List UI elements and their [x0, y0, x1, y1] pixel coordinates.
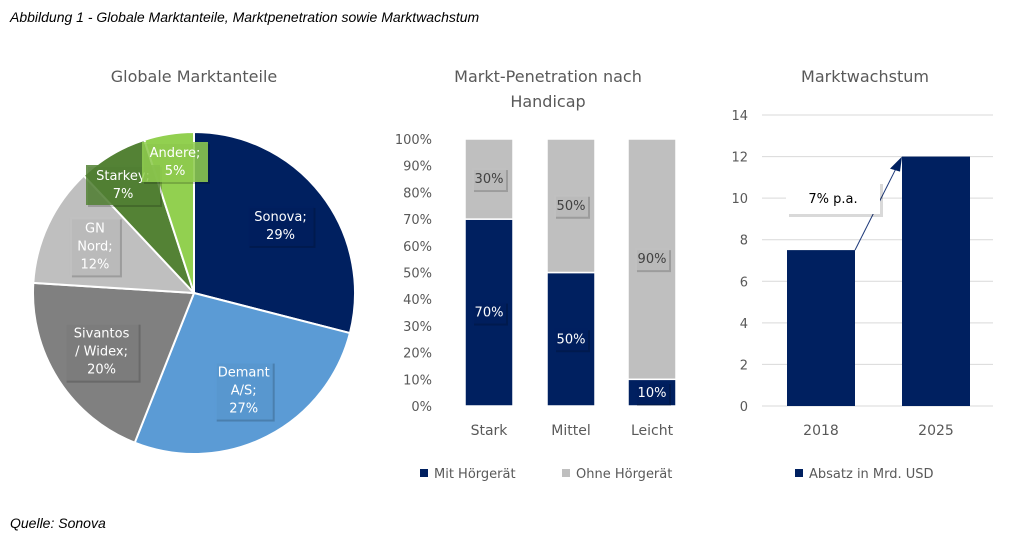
y-tick-label: 40% [403, 293, 432, 308]
pie-data-label: Sonova; [254, 210, 306, 225]
y-tick-label: 80% [403, 186, 432, 201]
bar-data-label: 50% [557, 199, 586, 214]
growth-bar [902, 156, 970, 406]
arrow-head-icon [890, 156, 902, 172]
pie-data-label-box [69, 217, 120, 276]
x-tick-label: 2025 [918, 423, 954, 439]
growth-chart-title: Marktwachstum [801, 67, 929, 86]
annotation-label: 7% p.a. [808, 192, 857, 207]
pie-data-label: / Widex; [75, 345, 128, 360]
bar-data-label-box [554, 328, 588, 351]
pie-data-label: Starkey; [96, 169, 150, 184]
bar-data-label-box [635, 382, 669, 404]
legend-label: Mit Hörgerät [434, 467, 516, 482]
source-note: Quelle: Sonova [10, 515, 106, 531]
pie-data-label-box [142, 142, 208, 182]
pie-data-label: 29% [266, 228, 295, 243]
bar-data-label: 10% [638, 386, 667, 401]
bar-data-label-box [472, 168, 506, 191]
bar-data-label: 70% [475, 306, 504, 321]
pie-data-label: 7% [113, 187, 134, 202]
pie-data-label: 12% [80, 257, 109, 272]
pie-data-label-box [214, 361, 273, 420]
legend-marker [420, 469, 428, 477]
x-tick-label: Mittel [551, 423, 590, 439]
y-tick-label: 10% [403, 373, 432, 388]
pie-data-label: 27% [229, 402, 258, 417]
pie-data-label: 20% [87, 363, 116, 378]
x-tick-label: Stark [471, 423, 509, 439]
bar-data-label: 30% [475, 172, 504, 187]
y-tick-label: 90% [403, 160, 432, 175]
y-tick-label: 20% [403, 347, 432, 362]
pie-data-label-box [247, 205, 314, 246]
pie-data-label: A/S; [231, 384, 257, 399]
bar-chart-title: Markt-Penetration nach [454, 67, 642, 86]
pie-data-label: Andere; [150, 146, 201, 161]
y-tick-label: 70% [403, 213, 432, 228]
y-tick-label: 4 [740, 317, 748, 332]
y-tick-label: 0 [740, 400, 748, 415]
pie-data-label: 5% [165, 164, 186, 179]
legend-label: Ohne Hörgerät [576, 467, 672, 482]
y-tick-label: 30% [403, 320, 432, 335]
y-tick-label: 2 [740, 358, 748, 373]
y-tick-label: 8 [740, 234, 748, 249]
bar-data-label: 90% [638, 252, 667, 267]
bar-data-label-box [472, 301, 506, 324]
y-tick-label: 50% [403, 267, 432, 282]
figure-title: Abbildung 1 - Globale Marktanteile, Mark… [10, 9, 480, 25]
legend-label: Absatz in Mrd. USD [809, 467, 934, 482]
y-tick-label: 0% [411, 400, 432, 415]
bar-chart-title: Handicap [510, 92, 585, 111]
bar-data-label-box [554, 194, 588, 217]
y-tick-label: 100% [395, 133, 432, 148]
x-tick-label: Leicht [631, 423, 674, 439]
y-tick-label: 12 [731, 151, 748, 166]
pie-data-label: GN [85, 221, 105, 236]
legend-marker [562, 469, 570, 477]
pie-data-label: Demant [218, 366, 270, 381]
pie-data-label-box [64, 322, 139, 381]
y-tick-label: 14 [731, 109, 748, 124]
annotation-box [786, 181, 880, 214]
pie-title: Globale Marktanteile [111, 67, 278, 86]
bar-data-label: 50% [557, 332, 586, 347]
growth-bar [787, 250, 855, 406]
bar-data-label-box [635, 248, 669, 271]
legend-marker [795, 469, 803, 477]
x-tick-label: 2018 [803, 423, 839, 439]
pie-data-label: Sivantos [74, 327, 130, 342]
y-tick-label: 6 [740, 275, 748, 290]
y-tick-label: 60% [403, 240, 432, 255]
y-tick-label: 10 [731, 192, 748, 207]
pie-data-label: Nord; [77, 239, 112, 254]
